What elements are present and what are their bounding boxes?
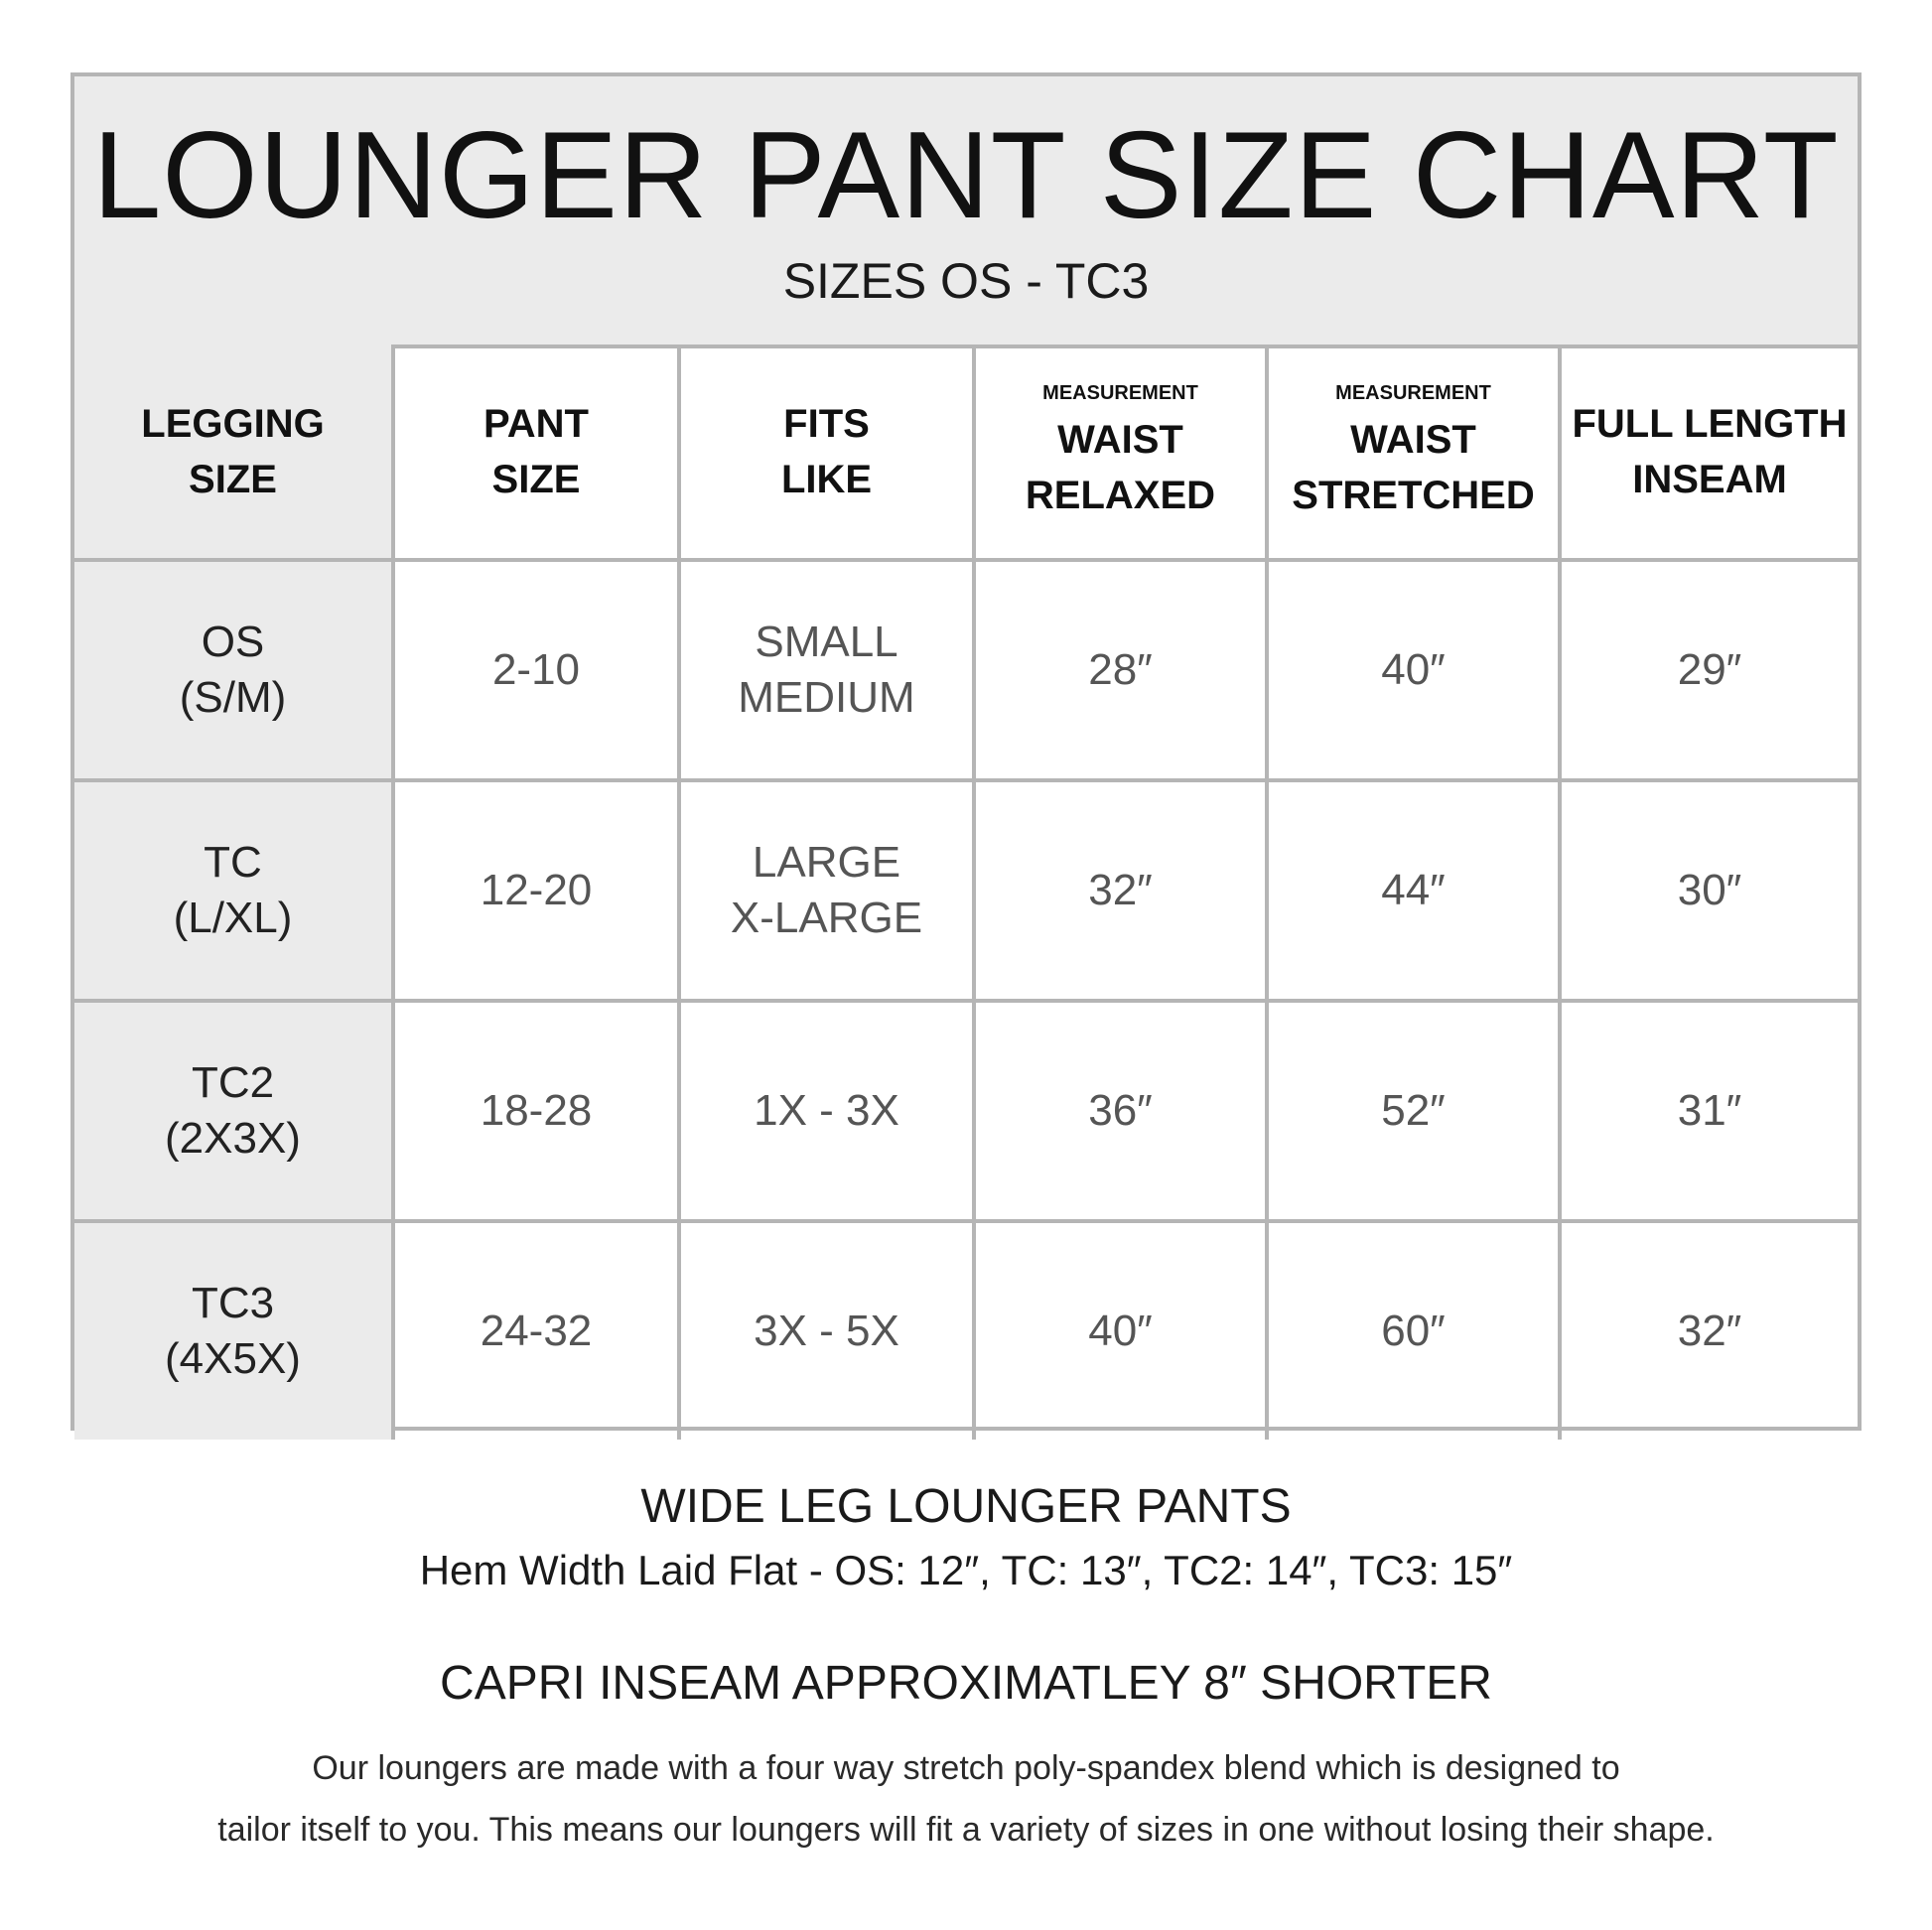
- table-row: OS (S/M) 2-10 SMALL MEDIUM 28″ 40″ 29″: [74, 558, 1858, 782]
- cell-text: 40″: [1088, 1307, 1153, 1355]
- cell-text: LARGE: [752, 838, 901, 887]
- cell-text: MEDIUM: [738, 673, 915, 722]
- table-row: TC (L/XL) 12-20 LARGE X-LARGE 32″ 44″ 30″: [74, 778, 1858, 1003]
- legging-size-cell: TC (L/XL): [74, 778, 395, 1003]
- capri-note: CAPRI INSEAM APPROXIMATLEY 8″ SHORTER: [440, 1657, 1492, 1710]
- chart-title: LOUNGER PANT SIZE CHART: [92, 107, 1840, 244]
- cell-text: TC: [204, 838, 262, 887]
- cell-text: 12-20: [480, 866, 593, 914]
- cell-text: 32″: [1088, 866, 1153, 914]
- cell-text: 36″: [1088, 1086, 1153, 1135]
- description-line: tailor itself to you. This means our lou…: [217, 1811, 1715, 1849]
- cell-text: 1X - 3X: [754, 1086, 899, 1135]
- cell-text: (2X3X): [165, 1114, 301, 1163]
- description-line: Our loungers are made with a four way st…: [312, 1749, 1620, 1787]
- waist-relaxed-cell: 36″: [972, 999, 1269, 1223]
- cell-text: 60″: [1381, 1307, 1446, 1355]
- cell-text: 18-28: [480, 1086, 593, 1135]
- wide-leg-title: WIDE LEG LOUNGER PANTS: [640, 1480, 1292, 1533]
- description: Our loungers are made with a four way st…: [0, 1737, 1932, 1861]
- waist-relaxed-cell: 40″: [972, 1219, 1269, 1440]
- cell-text: 44″: [1381, 866, 1446, 914]
- waist-stretched-cell: 52″: [1265, 999, 1562, 1223]
- fits-like-cell: 1X - 3X: [677, 999, 976, 1223]
- legging-size-cell: TC3 (4X5X): [74, 1219, 395, 1440]
- cell-text: OS: [201, 618, 265, 666]
- header-waist-stretched: MEASUREMENT WAIST STRETCHED: [1265, 345, 1562, 562]
- cell-text: 24-32: [480, 1307, 593, 1355]
- cell-text: X-LARGE: [730, 894, 923, 942]
- pant-size-cell: 18-28: [391, 999, 681, 1223]
- waist-stretched-cell: 40″: [1265, 558, 1562, 782]
- header-row: LEGGING SIZE PANT SIZE FITS LIKE MEASUREMEN…: [74, 345, 1858, 562]
- cell-text: 30″: [1677, 866, 1742, 914]
- pant-size-cell: 24-32: [391, 1219, 681, 1440]
- header-pant-size: PANT SIZE: [391, 345, 681, 562]
- waist-relaxed-cell: 32″: [972, 778, 1269, 1003]
- cell-text: SMALL: [755, 618, 898, 666]
- cell-text: (S/M): [179, 673, 287, 722]
- waist-stretched-cell: 60″: [1265, 1219, 1562, 1440]
- header-legging-size: LEGGING SIZE: [74, 345, 395, 562]
- waist-relaxed-cell: 28″: [972, 558, 1269, 782]
- inseam-cell: 31″: [1558, 999, 1858, 1223]
- legging-size-cell: OS (S/M): [74, 558, 395, 782]
- inseam-cell: 30″: [1558, 778, 1858, 1003]
- inseam-cell: 29″: [1558, 558, 1858, 782]
- legging-size-cell: TC2 (2X3X): [74, 999, 395, 1223]
- fits-like-cell: SMALL MEDIUM: [677, 558, 976, 782]
- table-row: TC2 (2X3X) 18-28 1X - 3X 36″ 52″ 31″: [74, 999, 1858, 1223]
- table-row: TC3 (4X5X) 24-32 3X - 5X 40″ 60″ 32″: [74, 1219, 1858, 1440]
- cell-text: 31″: [1677, 1086, 1742, 1135]
- size-chart: LOUNGER PANT SIZE CHART SIZES OS - TC3 L…: [70, 72, 1862, 1440]
- cell-text: 29″: [1677, 645, 1742, 694]
- pant-size-cell: 2-10: [391, 558, 681, 782]
- cell-text: 28″: [1088, 645, 1153, 694]
- cell-text: 3X - 5X: [754, 1307, 899, 1355]
- cell-text: TC2: [191, 1058, 275, 1107]
- cell-text: 2-10: [491, 645, 581, 694]
- cell-text: TC3: [191, 1279, 275, 1327]
- inseam-cell: 32″: [1558, 1219, 1858, 1440]
- pant-size-cell: 12-20: [391, 778, 681, 1003]
- cell-text: (L/XL): [173, 894, 293, 942]
- hem-width-note: Hem Width Laid Flat - OS: 12″, TC: 13″, …: [419, 1547, 1513, 1593]
- fits-like-cell: 3X - 5X: [677, 1219, 976, 1440]
- waist-stretched-cell: 44″: [1265, 778, 1562, 1003]
- header-fits-like: FITS LIKE: [677, 345, 976, 562]
- cell-text: 40″: [1381, 645, 1446, 694]
- header-waist-relaxed: MEASUREMENT WAIST RELAXED: [972, 345, 1269, 562]
- header-inseam: FULL LENGTH INSEAM: [1558, 345, 1858, 562]
- cell-text: 32″: [1677, 1307, 1742, 1355]
- cell-text: 52″: [1381, 1086, 1446, 1135]
- chart-subtitle: SIZES OS - TC3: [782, 253, 1150, 309]
- title-band: LOUNGER PANT SIZE CHART SIZES OS - TC3: [74, 76, 1858, 348]
- size-table: LEGGING SIZE PANT SIZE FITS LIKE MEASUREMEN…: [74, 345, 1858, 1440]
- fits-like-cell: LARGE X-LARGE: [677, 778, 976, 1003]
- cell-text: (4X5X): [165, 1334, 301, 1383]
